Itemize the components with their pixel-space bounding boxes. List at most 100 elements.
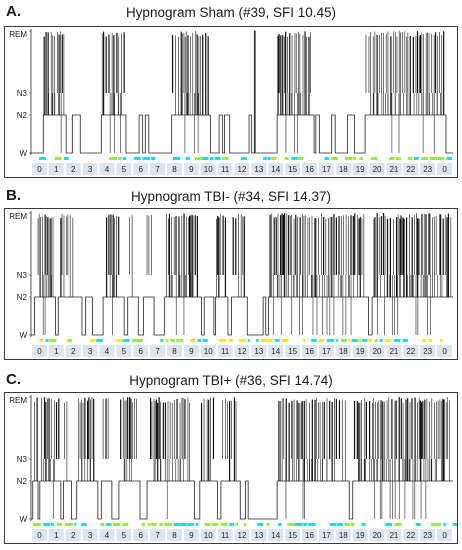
x-tick-label: 4 xyxy=(105,531,110,540)
hypnogram-line xyxy=(31,480,453,520)
activity-segment xyxy=(185,157,190,160)
x-tick-box xyxy=(352,345,368,357)
x-tick-label: 14 xyxy=(271,531,280,540)
activity-segment xyxy=(297,157,304,160)
activity-segment xyxy=(284,157,289,160)
n3-burst xyxy=(169,275,194,335)
x-tick-box xyxy=(234,345,250,357)
y-tick-label: W xyxy=(19,149,27,158)
activity-segment xyxy=(109,157,117,160)
x-tick-label: 8 xyxy=(172,531,177,540)
activity-segment xyxy=(287,523,295,526)
x-tick-label: 13 xyxy=(254,347,263,356)
x-tick-box xyxy=(403,529,419,541)
activity-segment xyxy=(43,523,51,526)
activity-segment xyxy=(431,523,436,526)
activity-segment xyxy=(194,157,202,160)
x-tick-box xyxy=(116,345,132,357)
activity-segment xyxy=(150,523,157,526)
n3-burst xyxy=(43,459,54,519)
activity-segment xyxy=(137,339,143,342)
activity-segment xyxy=(81,523,87,526)
activity-segment xyxy=(39,157,46,160)
panel-label: A. xyxy=(6,3,21,20)
x-tick-box xyxy=(167,163,182,175)
activity-segment xyxy=(122,339,130,342)
n3-burst xyxy=(48,93,62,153)
activity-bar xyxy=(39,157,452,160)
activity-segment xyxy=(229,523,234,526)
activity-segment xyxy=(281,339,289,342)
activity-segment xyxy=(353,157,357,160)
x-tick-box xyxy=(437,163,452,175)
rem-burst xyxy=(34,397,38,481)
x-tick-box xyxy=(150,529,166,541)
activity-segment xyxy=(165,339,169,342)
rem-burst xyxy=(101,31,125,115)
x-tick-label: 1 xyxy=(54,531,59,540)
x-tick-label: 14 xyxy=(271,347,280,356)
rem-burst xyxy=(106,214,120,297)
x-tick-label: 10 xyxy=(204,165,213,174)
x-tick-label: 23 xyxy=(423,347,432,356)
activity-bar xyxy=(39,339,443,342)
x-tick-label: 9 xyxy=(189,165,194,174)
n3-burst xyxy=(109,93,121,153)
x-tick-box xyxy=(352,529,368,541)
x-tick-box xyxy=(318,529,334,541)
activity-segment xyxy=(63,157,69,160)
activity-segment xyxy=(257,523,264,526)
rem-burst xyxy=(171,31,209,115)
activity-segment xyxy=(267,157,271,160)
activity-segment xyxy=(303,523,307,526)
activity-segment xyxy=(122,523,129,526)
activity-segment xyxy=(74,523,77,526)
x-tick-box xyxy=(386,163,402,175)
activity-segment xyxy=(291,157,298,160)
rem-burst xyxy=(278,397,346,481)
x-tick-box xyxy=(82,163,98,175)
x-tick-box xyxy=(302,345,317,357)
x-tick-label: 5 xyxy=(122,165,127,174)
x-tick-label: 15 xyxy=(288,165,297,174)
x-tick-box xyxy=(386,529,402,541)
x-tick-box xyxy=(48,345,64,357)
activity-segment xyxy=(271,157,277,160)
x-tick-box xyxy=(217,529,233,541)
x-tick-label: 18 xyxy=(339,165,348,174)
activity-segment xyxy=(211,523,219,526)
panel-b-header: B. Hypnogram TBI- (#34, SFI 14.37) xyxy=(0,186,462,208)
x-tick-label: 15 xyxy=(288,347,297,356)
activity-segment xyxy=(407,157,413,160)
activity-segment xyxy=(225,157,229,160)
x-tick-label: 13 xyxy=(254,531,263,540)
activity-segment xyxy=(385,339,391,342)
x-tick-label: 3 xyxy=(88,347,93,356)
x-tick-label: 5 xyxy=(122,531,127,540)
activity-segment xyxy=(379,339,383,342)
x-tick-box xyxy=(386,345,402,357)
x-tick-label: 19 xyxy=(356,165,365,174)
activity-segment xyxy=(39,339,44,342)
activity-segment xyxy=(368,339,373,342)
rem-burst xyxy=(102,398,109,459)
activity-segment xyxy=(336,523,344,526)
x-tick-box xyxy=(403,163,419,175)
x-tick-label: 14 xyxy=(271,165,280,174)
y-tick-label: REM xyxy=(9,212,27,221)
activity-segment xyxy=(428,339,432,342)
activity-segment xyxy=(141,523,146,526)
x-tick-box xyxy=(268,529,284,541)
x-tick-box xyxy=(420,529,436,541)
activity-segment xyxy=(274,339,280,342)
y-tick-label: W xyxy=(19,515,27,524)
activity-segment xyxy=(303,339,306,342)
activity-segment xyxy=(100,523,104,526)
activity-segment xyxy=(170,339,176,342)
x-tick-label: 17 xyxy=(322,165,331,174)
activity-segment xyxy=(443,523,447,526)
x-tick-box xyxy=(251,163,267,175)
activity-segment xyxy=(214,157,221,160)
